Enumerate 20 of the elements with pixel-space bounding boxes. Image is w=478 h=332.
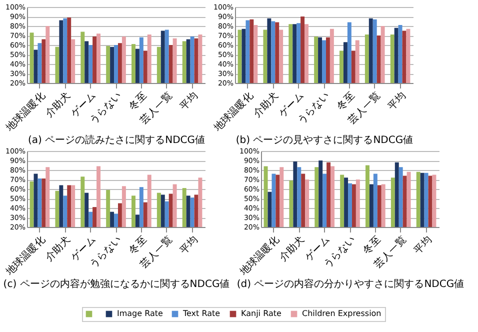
x-axis-title: (b) ページの見やすさに関するNDCG値 — [236, 134, 414, 146]
x-tick-label: 冬至 — [126, 234, 150, 256]
x-tick-label: 地球温暖化 — [2, 90, 48, 134]
x-tick-label: 平均 — [177, 234, 200, 256]
x-tick-label: 地球温暖化 — [236, 234, 282, 278]
x-tick-label: 平均 — [177, 90, 200, 112]
legend-label: Image Rate — [117, 309, 164, 318]
legend-label: Kanji Rate — [241, 309, 282, 318]
x-axis-title: (d) ページの内容の分かりやすさに関するNDCG値 — [236, 278, 464, 290]
x-tick-label: 平均 — [411, 234, 434, 256]
x-tick-label: 地球温暖化 — [2, 234, 48, 278]
x-axis-title: (a) ページの読みたさに関するNDCG値 — [28, 134, 206, 146]
x-tick-label: 平均 — [385, 90, 408, 112]
legend-label: Text Rate — [182, 309, 220, 318]
x-tick-label: 冬至 — [126, 90, 150, 112]
x-tick-label: 冬至 — [334, 90, 358, 112]
x-tick-label: 冬至 — [360, 234, 384, 256]
x-axis-title: (c) ページの内容が勉強になるかに関するNDCG値 — [3, 278, 230, 290]
x-tick-label: 地球温暖化 — [210, 90, 256, 134]
legend-label: Children Expression — [302, 309, 382, 318]
